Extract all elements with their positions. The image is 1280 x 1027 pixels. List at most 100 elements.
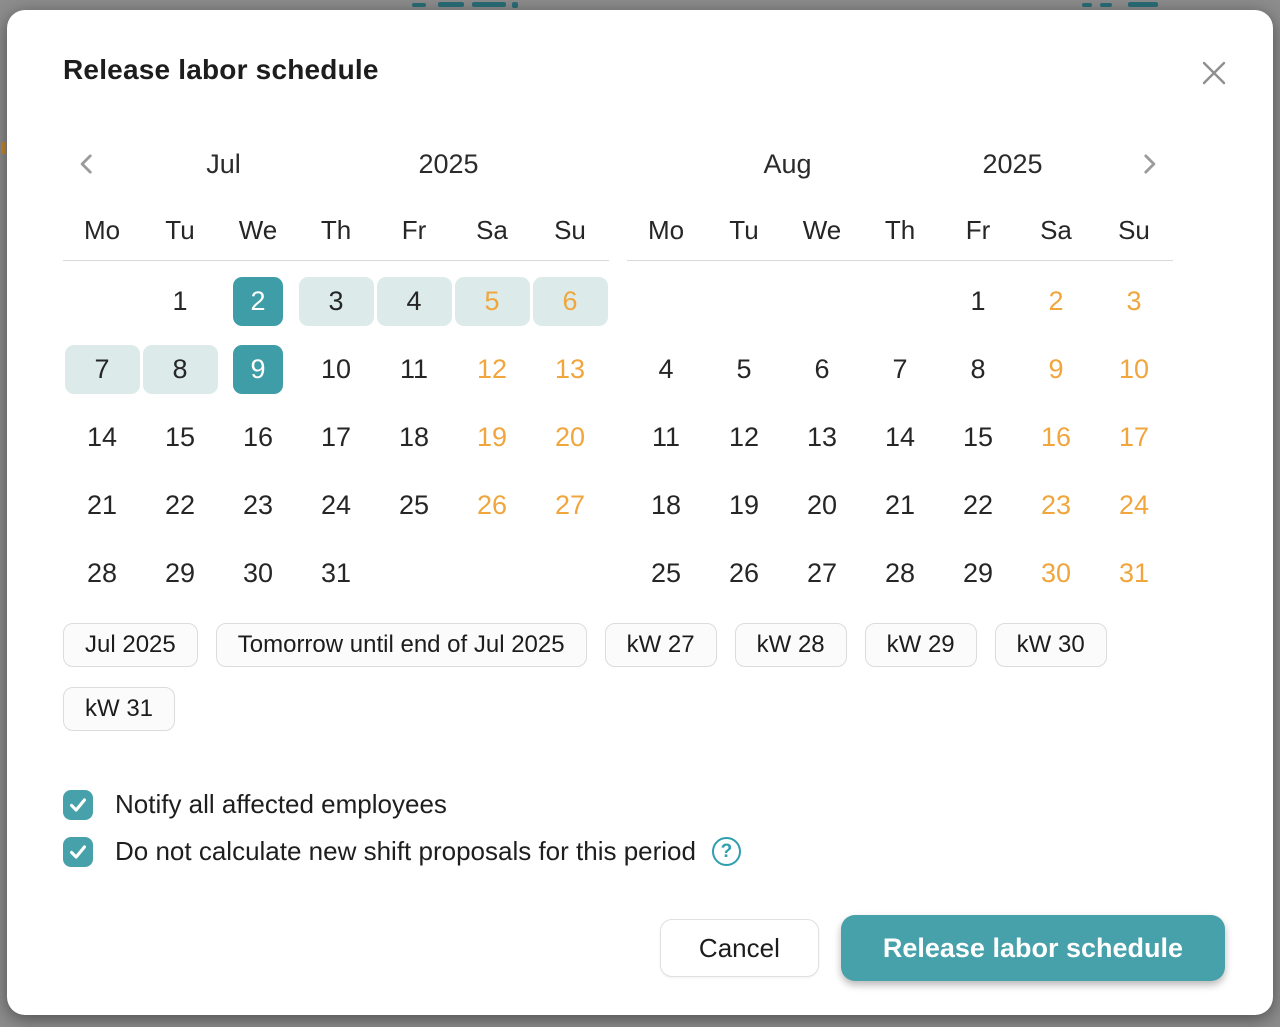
day-cell[interactable]: 20 — [531, 403, 609, 471]
day-cell[interactable]: 19 — [705, 471, 783, 539]
day-cell[interactable]: 24 — [1095, 471, 1173, 539]
day-cell[interactable]: 15 — [141, 403, 219, 471]
option-no-new-proposals: Do not calculate new shift proposals for… — [63, 836, 1217, 867]
day-cell[interactable]: 26 — [705, 539, 783, 607]
month-august: Aug 2025 Mo Tu We Th Fr Sa Su 1 2 3 4 5 6 7 8 9 10 11 12 1… — [627, 136, 1173, 607]
month-name: Jul — [206, 148, 241, 179]
day-number: 28 — [86, 557, 118, 588]
quick-select-chip[interactable]: kW 28 — [734, 623, 847, 667]
week-row: 7 8 9 10 11 12 13 — [63, 335, 609, 403]
day-cell[interactable]: 25 — [627, 539, 705, 607]
weekday-header-row: Mo Tu We Th Fr Sa Su — [627, 206, 1173, 254]
day-cell[interactable]: 5 — [453, 267, 531, 335]
day-cell[interactable]: 2 — [219, 267, 297, 335]
day-cell[interactable]: 23 — [1017, 471, 1095, 539]
day-cell[interactable]: 31 — [297, 539, 375, 607]
day-cell[interactable]: 26 — [453, 471, 531, 539]
day-cell[interactable]: 21 — [63, 471, 141, 539]
day-cell[interactable]: 18 — [375, 403, 453, 471]
day-cell[interactable]: 19 — [453, 403, 531, 471]
day-cell[interactable]: 8 — [939, 335, 1017, 403]
week-row: 11 12 13 14 15 16 17 — [627, 403, 1173, 471]
day-cell[interactable]: 3 — [297, 267, 375, 335]
day-cell[interactable]: 12 — [705, 403, 783, 471]
day-number: 30 — [1040, 557, 1072, 588]
weekday-header-row: Mo Tu We Th Fr Sa Su — [63, 206, 609, 254]
day-cell[interactable]: 11 — [627, 403, 705, 471]
day-cell[interactable]: 17 — [1095, 403, 1173, 471]
day-number: 20 — [806, 489, 838, 520]
day-cell[interactable]: 28 — [861, 539, 939, 607]
day-cell[interactable]: 22 — [939, 471, 1017, 539]
day-cell[interactable]: 1 — [939, 267, 1017, 335]
day-cell[interactable]: 4 — [627, 335, 705, 403]
no-new-proposals-checkbox[interactable] — [63, 836, 93, 867]
quick-select-chip[interactable]: Tomorrow until end of Jul 2025 — [215, 623, 587, 667]
day-cell[interactable]: 21 — [861, 471, 939, 539]
day-number: 14 — [86, 421, 118, 452]
day-cell[interactable]: 31 — [1095, 539, 1173, 607]
quick-select-chip[interactable]: kW 29 — [864, 623, 977, 667]
day-cell[interactable]: 9 — [219, 335, 297, 403]
week-row: 1 2 3 — [627, 267, 1173, 335]
day-cell[interactable]: 17 — [297, 403, 375, 471]
day-cell[interactable]: 25 — [375, 471, 453, 539]
day-cell[interactable]: 12 — [453, 335, 531, 403]
day-cell[interactable]: 14 — [861, 403, 939, 471]
day-cell[interactable]: 13 — [531, 335, 609, 403]
day-cell[interactable]: 15 — [939, 403, 1017, 471]
weekday-label: Sa — [1040, 214, 1072, 245]
notify-employees-checkbox[interactable] — [63, 789, 93, 820]
day-cell[interactable]: 29 — [141, 539, 219, 607]
dialog-title: Release labor schedule — [63, 54, 379, 85]
day-cell[interactable]: 11 — [375, 335, 453, 403]
day-cell[interactable]: 7 — [861, 335, 939, 403]
day-number: 4 — [376, 276, 452, 326]
background-page-fragment — [1100, 3, 1112, 7]
help-icon[interactable]: ? — [711, 837, 741, 866]
day-cell[interactable]: 6 — [531, 267, 609, 335]
day-cell[interactable]: 7 — [63, 335, 141, 403]
day-cell[interactable]: 4 — [375, 267, 453, 335]
week-row: 18 19 20 21 22 23 24 — [627, 471, 1173, 539]
day-cell[interactable]: 8 — [141, 335, 219, 403]
release-labor-schedule-button[interactable]: Release labor schedule — [840, 915, 1225, 981]
day-cell[interactable]: 9 — [1017, 335, 1095, 403]
day-cell[interactable]: 30 — [1017, 539, 1095, 607]
day-cell[interactable]: 14 — [63, 403, 141, 471]
cancel-button[interactable]: Cancel — [659, 919, 819, 977]
day-cell[interactable]: 27 — [783, 539, 861, 607]
day-cell[interactable]: 27 — [531, 471, 609, 539]
day-cell[interactable]: 6 — [783, 335, 861, 403]
day-grid: 1 2 3 4 5 6 7 8 9 10 11 12 13 14 15 16 17 18 19 20 21 22 23 24 2… — [627, 267, 1173, 607]
day-number: 29 — [164, 557, 196, 588]
day-cell[interactable]: 10 — [297, 335, 375, 403]
previous-month-button[interactable] — [63, 140, 111, 188]
quick-select-chip[interactable]: kW 30 — [994, 623, 1107, 667]
day-number — [377, 549, 452, 598]
day-cell[interactable]: 22 — [141, 471, 219, 539]
day-cell[interactable]: 1 — [141, 267, 219, 335]
day-cell[interactable]: 20 — [783, 471, 861, 539]
quick-select-chip[interactable]: kW 27 — [604, 623, 717, 667]
day-cell[interactable]: 3 — [1095, 267, 1173, 335]
quick-select-chip[interactable]: kW 31 — [63, 687, 176, 731]
day-cell[interactable]: 28 — [63, 539, 141, 607]
day-cell[interactable]: 10 — [1095, 335, 1173, 403]
day-cell[interactable]: 2 — [1017, 267, 1095, 335]
day-cell[interactable]: 29 — [939, 539, 1017, 607]
day-cell[interactable]: 23 — [219, 471, 297, 539]
day-cell[interactable]: 13 — [783, 403, 861, 471]
chevron-right-icon — [1136, 151, 1162, 177]
day-cell[interactable]: 30 — [219, 539, 297, 607]
day-cell[interactable]: 18 — [627, 471, 705, 539]
weekday-label: Tu — [165, 214, 195, 245]
quick-select-chip[interactable]: Jul 2025 — [63, 623, 198, 667]
day-cell[interactable]: 16 — [219, 403, 297, 471]
day-cell[interactable]: 24 — [297, 471, 375, 539]
day-cell[interactable]: 16 — [1017, 403, 1095, 471]
day-cell-empty — [453, 539, 531, 607]
next-month-button[interactable] — [1125, 140, 1173, 188]
day-cell[interactable]: 5 — [705, 335, 783, 403]
close-button[interactable] — [1195, 54, 1233, 92]
